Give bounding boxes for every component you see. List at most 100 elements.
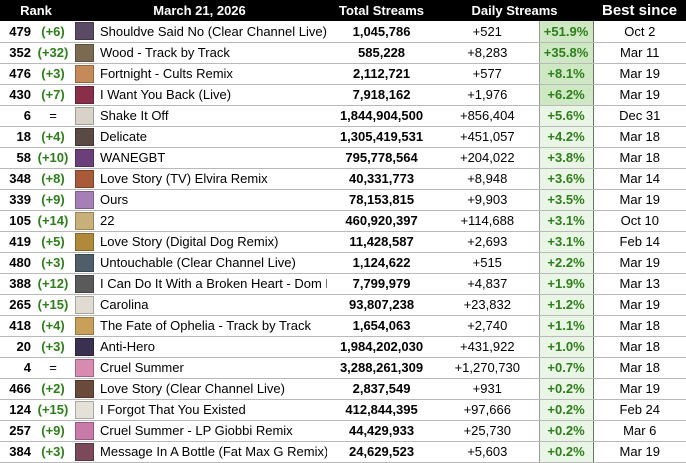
table-row[interactable]: 476 (+3) Fortnight - Cults Remix 2,112,721 +… xyxy=(0,63,686,85)
cover-art[interactable] xyxy=(72,399,98,421)
rank-cell: 18 xyxy=(0,126,34,148)
cover-art[interactable] xyxy=(72,336,98,358)
cover-art[interactable] xyxy=(72,441,98,463)
cover-art[interactable] xyxy=(72,315,98,337)
total-streams-cell: 78,153,815 xyxy=(327,189,437,211)
best-since-cell: Mar 19 xyxy=(592,189,686,211)
daily-streams-cell: +2,740 xyxy=(436,315,540,337)
table-row[interactable]: 348 (+8) Love Story (TV) Elvira Remix 40,33… xyxy=(0,168,686,190)
cover-art[interactable] xyxy=(72,105,98,127)
rank-change-cell: (+3) xyxy=(34,252,73,274)
cover-art[interactable] xyxy=(72,378,98,400)
rank-cell: 418 xyxy=(0,315,34,337)
rank-change-cell: (+3) xyxy=(34,63,73,85)
table-row[interactable]: 257 (+9) Cruel Summer - LP Giobbi Remix 44,… xyxy=(0,420,686,442)
table-row[interactable]: 430 (+7) I Want You Back (Live) 7,918,162 +1… xyxy=(0,84,686,106)
header-rank[interactable]: Rank xyxy=(0,0,73,21)
song-title[interactable]: Love Story (Clear Channel Live) xyxy=(97,378,328,400)
album-cover-icon xyxy=(75,85,95,104)
header-total-streams[interactable]: Total Streams xyxy=(327,0,437,21)
cover-art[interactable] xyxy=(72,168,98,190)
song-title[interactable]: 22 xyxy=(97,210,328,232)
best-since-cell: Mar 18 xyxy=(592,357,686,379)
daily-change-percent: +6.2% xyxy=(538,84,594,106)
total-streams-cell: 93,807,238 xyxy=(327,294,437,316)
song-title[interactable]: WANEGBT xyxy=(97,147,328,169)
cover-art[interactable] xyxy=(72,210,98,232)
cover-art[interactable] xyxy=(72,42,98,64)
song-title[interactable]: Wood - Track by Track xyxy=(97,42,328,64)
daily-change-percent: +35.8% xyxy=(538,42,594,64)
best-since-cell: Mar 19 xyxy=(592,378,686,400)
best-since-cell: Mar 19 xyxy=(592,84,686,106)
song-title[interactable]: Delicate xyxy=(97,126,328,148)
table-row[interactable]: 124 (+15) I Forgot That You Existed 412,844… xyxy=(0,399,686,421)
song-title[interactable]: Cruel Summer - LP Giobbi Remix xyxy=(97,420,328,442)
table-row[interactable]: 6 = Shake It Off 1,844,904,500 +856,404 +5.6%… xyxy=(0,105,686,127)
album-cover-icon xyxy=(75,253,95,272)
song-title[interactable]: Cruel Summer xyxy=(97,357,328,379)
cover-art[interactable] xyxy=(72,252,98,274)
song-title[interactable]: I Can Do It With a Broken Heart - Dom Do… xyxy=(97,273,328,295)
song-title[interactable]: Message In A Bottle (Fat Max G Remix) xyxy=(97,441,328,463)
total-streams-cell: 1,844,904,500 xyxy=(327,105,437,127)
rank-change-cell: (+7) xyxy=(34,84,73,106)
table-row[interactable]: 20 (+3) Anti-Hero 1,984,202,030 +431,922 +1.0… xyxy=(0,336,686,358)
cover-art[interactable] xyxy=(72,294,98,316)
table-row[interactable]: 384 (+3) Message In A Bottle (Fat Max G Re… xyxy=(0,441,686,463)
cover-art[interactable] xyxy=(72,84,98,106)
song-title[interactable]: Untouchable (Clear Channel Live) xyxy=(97,252,328,274)
table-row[interactable]: 4 = Cruel Summer 3,288,261,309 +1,270,730 +0.… xyxy=(0,357,686,379)
song-title[interactable]: Fortnight - Cults Remix xyxy=(97,63,328,85)
table-row[interactable]: 388 (+12) I Can Do It With a Broken Heart … xyxy=(0,273,686,295)
song-title[interactable]: Anti-Hero xyxy=(97,336,328,358)
table-row[interactable]: 105 (+14) 22 460,920,397 +114,688 +3.1% Oct 10 xyxy=(0,210,686,232)
song-title[interactable]: Ours xyxy=(97,189,328,211)
total-streams-cell: 44,429,933 xyxy=(327,420,437,442)
rank-cell: 466 xyxy=(0,378,34,400)
table-row[interactable]: 466 (+2) Love Story (Clear Channel Live) 2,… xyxy=(0,378,686,400)
header-best-since[interactable]: Best since xyxy=(593,0,686,21)
daily-change-percent: +1.0% xyxy=(538,336,594,358)
cover-art[interactable] xyxy=(72,63,98,85)
table-row[interactable]: 58 (+10) WANEGBT 795,778,564 +204,022 +3.8% Ma… xyxy=(0,147,686,169)
cover-art[interactable] xyxy=(72,126,98,148)
total-streams-cell: 1,654,063 xyxy=(327,315,437,337)
cover-art[interactable] xyxy=(72,147,98,169)
table-row[interactable]: 479 (+6) Shouldve Said No (Clear Channel L… xyxy=(0,21,686,43)
daily-change-percent: +1.9% xyxy=(538,273,594,295)
best-since-cell: Mar 13 xyxy=(592,273,686,295)
cover-art[interactable] xyxy=(72,420,98,442)
song-title[interactable]: The Fate of Ophelia - Track by Track xyxy=(97,315,328,337)
song-title[interactable]: Shake It Off xyxy=(97,105,328,127)
cover-art[interactable] xyxy=(72,21,98,43)
album-cover-icon xyxy=(75,421,95,440)
song-title[interactable]: I Forgot That You Existed xyxy=(97,399,328,421)
table-row[interactable]: 418 (+4) The Fate of Ophelia - Track by Tr… xyxy=(0,315,686,337)
cover-art[interactable] xyxy=(72,189,98,211)
best-since-cell: Mar 19 xyxy=(592,63,686,85)
song-title[interactable]: Carolina xyxy=(97,294,328,316)
header-date[interactable]: March 21, 2026 xyxy=(72,0,328,21)
cover-art[interactable] xyxy=(72,357,98,379)
song-title[interactable]: Love Story (Digital Dog Remix) xyxy=(97,231,328,253)
total-streams-cell: 40,331,773 xyxy=(327,168,437,190)
daily-streams-cell: +1,976 xyxy=(436,84,540,106)
table-row[interactable]: 352 (+32) Wood - Track by Track 585,228 +8,2… xyxy=(0,42,686,64)
table-row[interactable]: 419 (+5) Love Story (Digital Dog Remix) 11,… xyxy=(0,231,686,253)
table-row[interactable]: 480 (+3) Untouchable (Clear Channel Live) 1… xyxy=(0,252,686,274)
total-streams-cell: 795,778,564 xyxy=(327,147,437,169)
rank-cell: 388 xyxy=(0,273,34,295)
table-row[interactable]: 339 (+9) Ours 78,153,815 +9,903 +3.5% Mar 19 xyxy=(0,189,686,211)
table-row[interactable]: 265 (+15) Carolina 93,807,238 +23,832 +1.2% Ma… xyxy=(0,294,686,316)
rank-cell: 6 xyxy=(0,105,34,127)
best-since-cell: Mar 19 xyxy=(592,294,686,316)
table-row[interactable]: 18 (+4) Delicate 1,305,419,531 +451,057 +4.2%… xyxy=(0,126,686,148)
cover-art[interactable] xyxy=(72,273,98,295)
header-daily-streams[interactable]: Daily Streams xyxy=(436,0,594,21)
song-title[interactable]: Shouldve Said No (Clear Channel Live) xyxy=(97,21,328,43)
best-since-cell: Mar 19 xyxy=(592,252,686,274)
song-title[interactable]: I Want You Back (Live) xyxy=(97,84,328,106)
cover-art[interactable] xyxy=(72,231,98,253)
song-title[interactable]: Love Story (TV) Elvira Remix xyxy=(97,168,328,190)
